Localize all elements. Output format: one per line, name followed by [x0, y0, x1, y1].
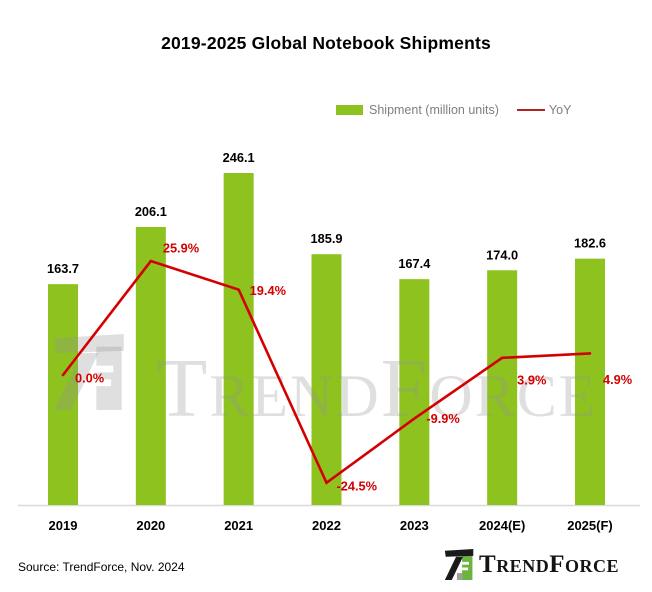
- trendforce-logo: TRENDFORCE: [444, 548, 619, 581]
- yoy-label: 3.9%: [517, 372, 547, 387]
- chart-title: 2019-2025 Global Notebook Shipments: [161, 33, 491, 53]
- bar-chart-layer: 163.7 2019 206.1 2020 246.1 2021 185.9 2022 167.…: [18, 150, 640, 533]
- legend-yoy-label: YoY: [548, 103, 572, 117]
- legend-yoy-line: [516, 108, 545, 112]
- bar: [399, 279, 430, 505]
- yoy-label: 19.4%: [250, 283, 287, 298]
- bar-value-label: 206.1: [135, 204, 167, 219]
- x-axis-label: 2022: [312, 518, 341, 533]
- bar: [574, 258, 605, 505]
- x-axis-label: 2019: [49, 518, 78, 533]
- yoy-label: 4.9%: [603, 372, 633, 387]
- bar: [223, 173, 254, 505]
- bar: [48, 284, 78, 505]
- legend: Shipment (million units) YoY: [336, 99, 571, 121]
- legend-shipment-swatch: [336, 105, 363, 115]
- bar-value-label: 167.4: [398, 256, 431, 271]
- trendforce-logo-icon: [444, 549, 474, 580]
- legend-shipment-label: Shipment (million units): [369, 103, 499, 117]
- yoy-label: 25.9%: [163, 241, 200, 256]
- yoy-label: 0.0%: [75, 371, 105, 386]
- yoy-line-layer: 0.0% 25.9% 19.4% -24.5% -9.9% 3.9% 4.9%: [61, 241, 633, 493]
- bar-value-label: 246.1: [223, 150, 255, 165]
- bar-value-label: 185.9: [310, 231, 342, 246]
- trendforce-logo-text: TRENDFORCE: [479, 550, 619, 578]
- source-note: Source: TrendForce, Nov. 2024: [18, 560, 185, 574]
- x-axis-label: 2021: [224, 518, 253, 533]
- x-axis-label: 2020: [136, 518, 165, 533]
- x-axis-label: 2023: [400, 518, 429, 533]
- bar-value-label: 174.0: [486, 247, 518, 262]
- yoy-label: -9.9%: [426, 411, 460, 426]
- x-axis-label: 2025(F): [567, 518, 613, 533]
- yoy-label: -24.5%: [336, 478, 377, 493]
- yoy-line: [61, 259, 592, 485]
- bar-value-label: 163.7: [47, 261, 79, 276]
- x-axis-label: 2024(E): [479, 518, 525, 533]
- bar: [487, 270, 518, 505]
- bar-value-label: 182.6: [574, 236, 606, 251]
